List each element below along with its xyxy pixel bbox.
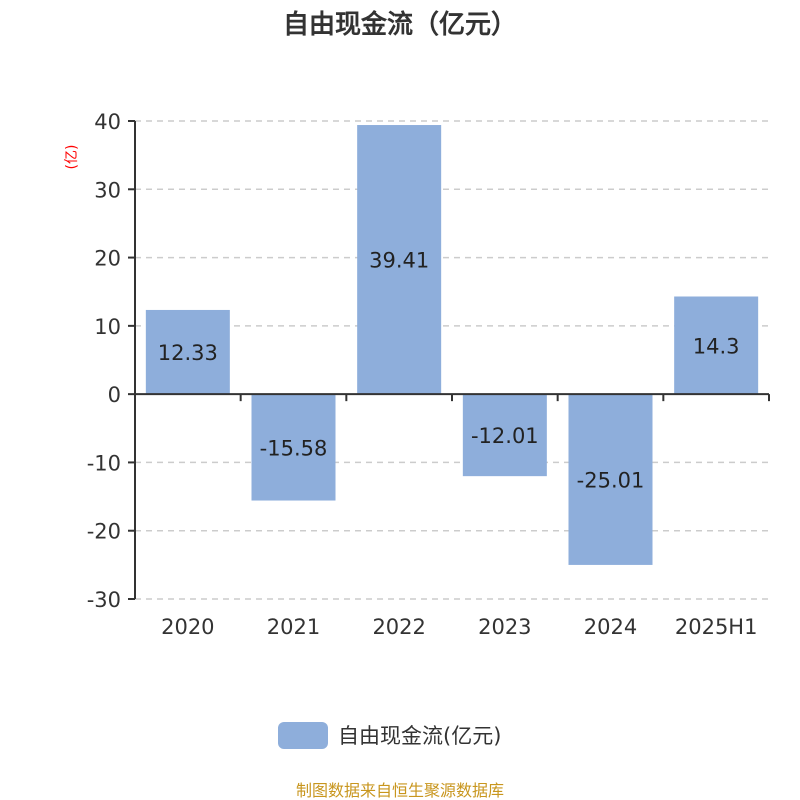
legend-swatch[interactable]	[278, 722, 328, 749]
data-label: -15.58	[260, 436, 328, 460]
bar-2022	[357, 125, 442, 395]
data-label: -25.01	[577, 469, 645, 493]
y-tick-label: 10	[94, 315, 121, 339]
y-tick-label: -20	[87, 520, 121, 544]
x-tick-label: 2020	[161, 615, 214, 639]
y-tick-label: 40	[94, 110, 121, 134]
data-label: -12.01	[471, 424, 539, 448]
legend-label[interactable]: 自由现金流(亿元)	[338, 724, 501, 748]
y-tick-label: -30	[87, 588, 121, 612]
y-tick-label: 30	[94, 178, 121, 202]
x-tick-label: 2025H1	[675, 615, 758, 639]
y-tick-label: -10	[87, 451, 121, 475]
bar-2024	[568, 394, 653, 565]
y-tick-label: 20	[94, 247, 121, 271]
bar-2023	[462, 394, 547, 477]
source-note: 制图数据来自恒生聚源数据库	[296, 781, 504, 800]
x-tick-label: 2022	[372, 615, 425, 639]
data-label: 39.41	[369, 249, 429, 273]
y-axis-label: (亿)	[64, 145, 80, 170]
y-tick-label: 0	[108, 383, 121, 407]
chart-title: 自由现金流（亿元）	[283, 9, 517, 40]
x-tick-label: 2024	[584, 615, 637, 639]
x-tick-label: 2023	[478, 615, 531, 639]
data-label: 12.33	[158, 341, 218, 365]
bar-2021	[251, 394, 336, 501]
data-label: 14.3	[693, 334, 740, 358]
bar-2025H1	[674, 296, 759, 395]
x-tick-label: 2021	[267, 615, 320, 639]
bar-2020	[145, 309, 230, 395]
